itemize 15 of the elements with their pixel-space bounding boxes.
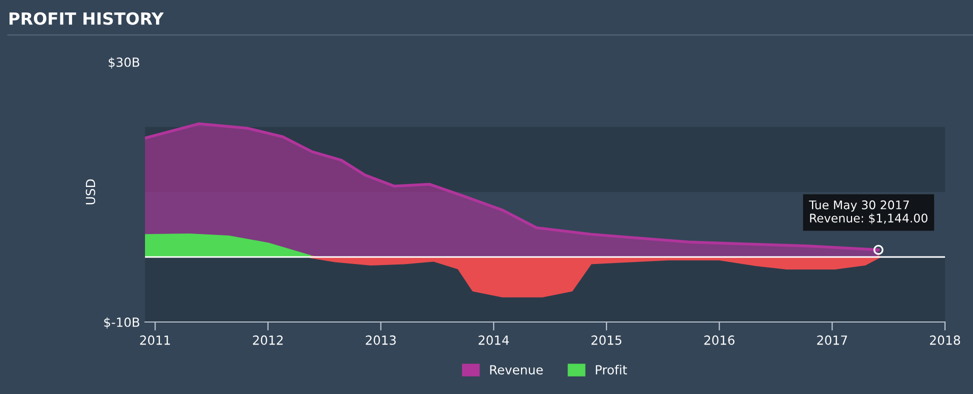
- y-tick-label: $30B: [108, 57, 140, 69]
- x-tick-label: 2015: [592, 335, 622, 345]
- x-tick-label: 2014: [478, 335, 509, 345]
- legend-label: Revenue: [490, 365, 543, 375]
- x-tick-label: 2017: [817, 335, 847, 345]
- x-tick-label: 2012: [253, 335, 283, 345]
- x-tick-label: 2018: [930, 335, 960, 345]
- y-tick-label: $-10B: [104, 317, 140, 329]
- x-tick-label: 2011: [140, 335, 170, 345]
- chart-title: PROFIT HISTORY: [10, 12, 164, 25]
- x-tick-label: 2016: [704, 335, 734, 345]
- legend-label: Profit: [596, 364, 627, 375]
- annotation: Tue May 30 2017 Revenue: $1,144.00: [808, 200, 928, 224]
- x-tick-label: 2013: [366, 335, 396, 345]
- y-axis-title: USD: [86, 179, 96, 204]
